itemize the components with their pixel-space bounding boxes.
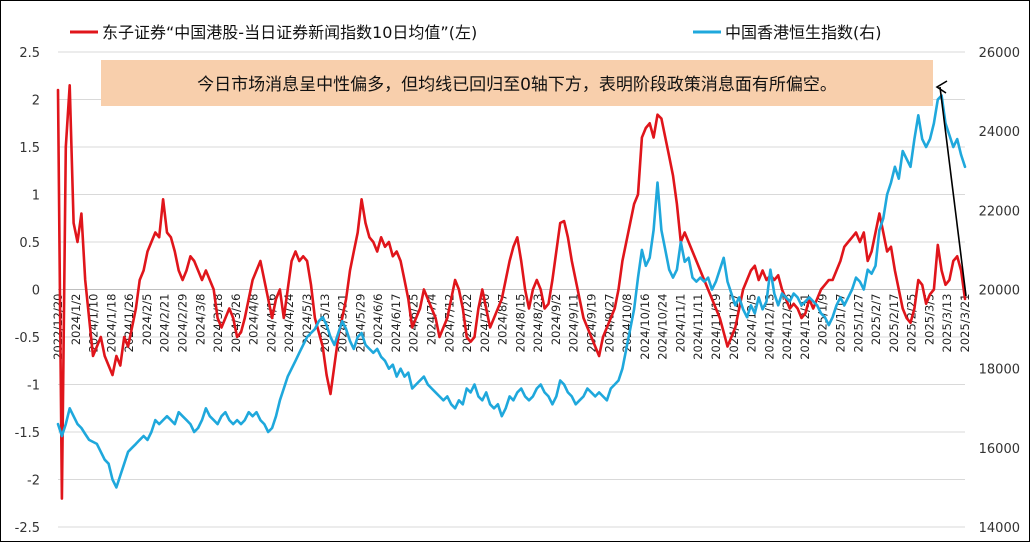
x-tick-label: 2024/10/8 <box>620 294 634 353</box>
x-tick-label: 2025/1/27 <box>851 294 865 353</box>
x-tick-label: 2024/6/6 <box>371 294 385 346</box>
x-tick-label: 2024/3/26 <box>229 294 243 353</box>
x-tick-label: 2024/1/18 <box>104 294 118 353</box>
x-tick-label: 2024/9/11 <box>567 294 581 353</box>
x-tick-label: 2025/3/5 <box>922 294 936 346</box>
x-tick-label: 2024/8/7 <box>496 294 510 346</box>
x-tick-label: 2024/10/24 <box>656 294 670 360</box>
x-tick-label: 2024/3/8 <box>193 294 207 346</box>
legend: 东子证券“中国港股-当日证券新闻指数10日均值”(左) 中国香港恒生指数(右) <box>70 23 882 42</box>
x-tick-label: 2024/8/15 <box>513 294 527 353</box>
left-tick-label: -1.5 <box>15 426 40 441</box>
x-axis: 2022/12/20 2024/1/2 2024/1/10 2024/1/18 2024… <box>51 289 972 360</box>
x-tick-label: 2024/9/2 <box>549 294 563 346</box>
arrow <box>935 80 967 297</box>
x-tick-label: 2024/4/8 <box>247 294 261 346</box>
right-tick-label: 26000 <box>979 46 1020 61</box>
series-line-hang-seng <box>56 94 967 489</box>
left-tick-label: 2.5 <box>19 46 40 61</box>
left-tick-label: -2.5 <box>15 521 40 536</box>
arrow-head <box>935 80 948 94</box>
annotation-text: 今日市场消息呈中性偏多，但均线已回归至0轴下方，表明阶段政策消息面有所偏空。 <box>197 75 837 95</box>
x-tick-label: 2024/2/21 <box>158 294 172 353</box>
legend-label-blue: 中国香港恒生指数(右) <box>725 23 882 42</box>
series-line-news-index <box>56 84 967 500</box>
x-tick-label: 2025/3/21 <box>958 294 972 353</box>
x-tick-label: 2024/2/29 <box>175 294 189 353</box>
x-tick-label: 2025/1/17 <box>834 294 848 353</box>
x-tick-label: 2024/1/2 <box>69 294 83 346</box>
x-tick-label: 2025/2/17 <box>887 294 901 353</box>
left-tick-label: 2 <box>32 94 40 109</box>
left-tick-label: 1.5 <box>19 141 40 156</box>
right-tick-label: 16000 <box>979 442 1020 457</box>
x-tick-label: 2024/7/12 <box>442 294 456 353</box>
annotation-box: 今日市场消息呈中性偏多，但均线已回归至0轴下方，表明阶段政策消息面有所偏空。 <box>101 60 933 106</box>
right-tick-label: 18000 <box>979 363 1020 378</box>
x-tick-label: 2024/11/11 <box>691 294 705 360</box>
right-tick-label: 22000 <box>979 204 1020 219</box>
legend-label-red: 东子证券“中国港股-当日证券新闻指数10日均值”(左) <box>102 23 477 42</box>
x-tick-label: 2024/10/16 <box>638 294 652 360</box>
right-tick-label: 24000 <box>979 125 1020 140</box>
left-tick-label: -0.5 <box>15 331 40 346</box>
x-tick-label: 2024/9/19 <box>585 294 599 353</box>
x-tick-label: 2024/2/5 <box>140 294 154 346</box>
x-tick-label: 2024/8/23 <box>531 294 545 353</box>
x-tick-label: 2024/7/30 <box>478 294 492 353</box>
x-tick-label: 2024/11/19 <box>709 294 723 360</box>
x-tick-label: 2025/1/9 <box>816 294 830 346</box>
x-tick-label: 2024/11/1 <box>673 294 687 353</box>
right-tick-label: 14000 <box>979 521 1020 536</box>
x-tick-label: 2024/11/27 <box>727 294 741 360</box>
x-tick-label: 2024/12/23 <box>780 294 794 360</box>
series-layer <box>56 84 967 500</box>
x-tick-label: 2024/12/31 <box>798 294 812 360</box>
x-tick-label: 2024/3/18 <box>211 294 225 353</box>
x-tick-label: 2024/6/17 <box>389 294 403 353</box>
left-tick-label: -2 <box>27 474 40 489</box>
x-tick-label: 2024/4/24 <box>282 294 296 353</box>
x-tick-label: 2025/3/13 <box>940 294 954 353</box>
annotation-background <box>101 60 933 106</box>
left-tick-label: 0 <box>32 284 40 299</box>
left-tick-label: 0.5 <box>19 236 40 251</box>
right-y-axis: 14000 16000 18000 20000 22000 24000 26000 <box>979 46 1020 536</box>
left-y-axis: -2.5 -2 -1.5 -1 -0.5 0 0.5 1 1.5 2 2.5 <box>15 46 40 536</box>
right-tick-label: 20000 <box>979 284 1020 299</box>
x-tick-label: 2024/12/13 <box>762 294 776 360</box>
arrow-line <box>939 86 967 297</box>
x-tick-label: 2024/7/4 <box>424 294 438 346</box>
x-tick-label: 2025/2/7 <box>869 294 883 346</box>
left-tick-label: -1 <box>27 379 40 394</box>
left-tick-label: 1 <box>32 189 40 204</box>
